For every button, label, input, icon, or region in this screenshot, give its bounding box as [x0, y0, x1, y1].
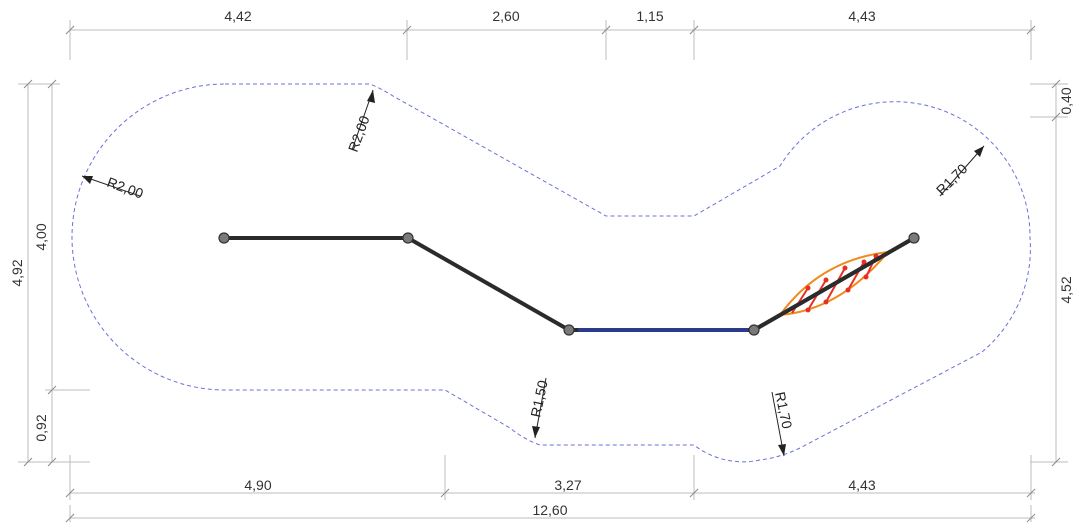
- radius-label: R1,70: [933, 160, 971, 198]
- left-outer-dim: 4,92: [9, 259, 25, 286]
- radius-annotation-bottom-right: R1,70: [771, 390, 796, 457]
- bottom-dim-1: 4,90: [244, 477, 271, 493]
- bottom-dim-2: 3,27: [554, 477, 581, 493]
- radius-annotation-top: R2,00: [345, 89, 375, 154]
- overall-dim: 12,60: [532, 502, 567, 518]
- bottom-dimension-chain: 4,90 3,27 4,43 12,60: [65, 455, 1036, 523]
- plan-outline: [71, 83, 1031, 463]
- anchor-node: [218, 232, 230, 244]
- top-dim-3: 1,15: [636, 8, 663, 24]
- right-dimension-chain: 0,40 4,52: [1030, 79, 1073, 467]
- right-dim: 4,52: [1058, 276, 1073, 303]
- radius-annotation-right: R1,70: [933, 145, 985, 198]
- left-inner-dim: 4,00: [33, 223, 49, 250]
- anchor-node: [748, 324, 760, 336]
- left-dimension-chain: 4,92 4,00 0,92: [9, 79, 90, 467]
- anchor-nodes: [218, 232, 920, 336]
- anchor-node: [402, 232, 414, 244]
- radius-label: R2,00: [345, 113, 373, 154]
- top-dim-1: 4,42: [224, 8, 251, 24]
- left-bottom-dim: 0,92: [33, 414, 49, 441]
- top-dimension-chain: 4,42 2,60 1,15 4,43: [65, 8, 1036, 60]
- radius-label: R1,50: [527, 379, 550, 419]
- radius-label: R2,00: [105, 174, 146, 202]
- bottom-dim-3: 4,43: [848, 477, 875, 493]
- anchor-node: [908, 232, 920, 244]
- top-dim-4: 4,43: [848, 8, 875, 24]
- top-dim-2: 2,60: [492, 8, 519, 24]
- radius-label: R1,70: [772, 390, 795, 430]
- radius-annotation-bottom-mid: R1,50: [527, 377, 551, 439]
- anchor-node: [563, 324, 575, 336]
- right-top-dim: 0,40: [1058, 87, 1073, 114]
- radius-annotation-left: R2,00: [81, 174, 146, 202]
- net-lens: [752, 236, 916, 332]
